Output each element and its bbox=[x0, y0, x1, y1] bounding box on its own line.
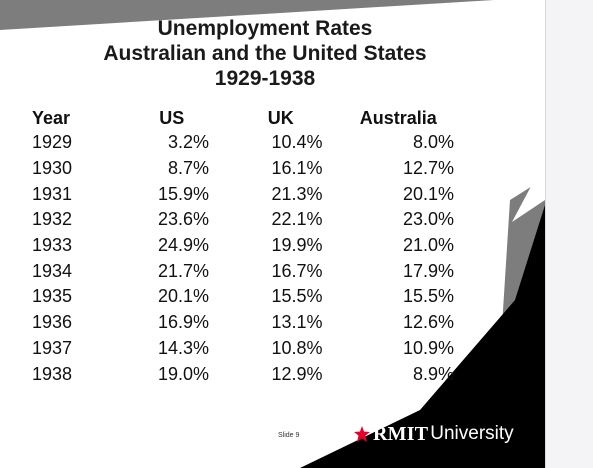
table-row: 1930 8.7% 16.1% 12.7% bbox=[24, 156, 454, 182]
table-row: 1929 3.2% 10.4% 8.0% bbox=[24, 130, 454, 156]
cell-uk: 16.7% bbox=[271, 260, 323, 281]
slide-background bbox=[0, 0, 545, 468]
cell-year: 1934 bbox=[32, 260, 73, 281]
cell-us: 23.6% bbox=[157, 209, 209, 230]
title-line-3: 1929-1938 bbox=[214, 67, 316, 90]
cell-australia: 8.9% bbox=[412, 363, 454, 384]
header-us: US bbox=[159, 107, 185, 128]
cell-us: 20.1% bbox=[157, 286, 209, 307]
cell-year: 1929 bbox=[32, 132, 73, 153]
rmit-logo: RMIT University bbox=[354, 420, 514, 448]
cell-uk: 15.5% bbox=[271, 286, 323, 307]
cell-us: 21.7% bbox=[157, 260, 209, 281]
cell-uk: 16.1% bbox=[271, 158, 323, 179]
cell-us: 8.7% bbox=[167, 158, 209, 179]
cell-uk: 10.4% bbox=[271, 132, 323, 153]
cell-us: 16.9% bbox=[157, 312, 209, 333]
accent-white-strip bbox=[512, 160, 545, 222]
table-row: 1933 24.9% 19.9% 21.0% bbox=[24, 233, 454, 259]
cell-australia: 23.0% bbox=[402, 209, 454, 230]
cell-us: 19.0% bbox=[157, 363, 209, 384]
content-panel bbox=[0, 0, 545, 468]
unemployment-table: Year US UK Australia 1929 3.2% 10.4% 8.0… bbox=[24, 106, 454, 387]
cell-uk: 22.1% bbox=[271, 209, 323, 230]
table-row: 1932 23.6% 22.1% 23.0% bbox=[24, 207, 454, 233]
cell-australia: 12.6% bbox=[402, 312, 454, 333]
cell-us: 14.3% bbox=[157, 337, 209, 358]
slide-title: Unemployment Rates Australian and the Un… bbox=[40, 16, 490, 91]
cell-year: 1938 bbox=[32, 363, 73, 384]
slide: Unemployment Rates Australian and the Un… bbox=[0, 0, 545, 468]
table-header-row: Year US UK Australia bbox=[24, 106, 454, 130]
cell-us: 3.2% bbox=[167, 132, 209, 153]
table-row: 1938 19.0% 12.9% 8.9% bbox=[24, 361, 454, 387]
cell-australia: 8.0% bbox=[412, 132, 454, 153]
table-row: 1937 14.3% 10.8% 10.9% bbox=[24, 336, 454, 362]
header-year: Year bbox=[32, 107, 71, 128]
cell-uk: 10.8% bbox=[271, 337, 323, 358]
viewer-right-gutter bbox=[545, 0, 593, 468]
cell-uk: 13.1% bbox=[271, 312, 323, 333]
cell-year: 1937 bbox=[32, 337, 73, 358]
cell-australia: 12.7% bbox=[402, 158, 454, 179]
cell-year: 1931 bbox=[32, 183, 73, 204]
accent-dark-shape bbox=[300, 205, 545, 468]
table-row: 1931 15.9% 21.3% 20.1% bbox=[24, 181, 454, 207]
cell-year: 1936 bbox=[32, 312, 73, 333]
cell-australia: 20.1% bbox=[402, 183, 454, 204]
cell-australia: 15.5% bbox=[402, 286, 454, 307]
table-row: 1935 20.1% 15.5% 15.5% bbox=[24, 284, 454, 310]
cell-australia: 21.0% bbox=[402, 235, 454, 256]
table-row: 1934 21.7% 16.7% 17.9% bbox=[24, 258, 454, 284]
cell-year: 1930 bbox=[32, 158, 73, 179]
cell-uk: 12.9% bbox=[271, 363, 323, 384]
title-line-1: Unemployment Rates bbox=[157, 17, 373, 40]
cell-year: 1935 bbox=[32, 286, 73, 307]
header-uk: UK bbox=[267, 107, 294, 128]
title-line-2: Australian and the United States bbox=[103, 42, 427, 65]
cell-us: 24.9% bbox=[157, 235, 209, 256]
table-row: 1936 16.9% 13.1% 12.6% bbox=[24, 310, 454, 336]
star-icon bbox=[354, 426, 370, 442]
logo-university-text: University bbox=[430, 423, 514, 444]
logo-rmit-text: RMIT bbox=[373, 422, 429, 445]
cell-year: 1932 bbox=[32, 209, 73, 230]
cell-australia: 17.9% bbox=[402, 260, 454, 281]
cell-uk: 21.3% bbox=[271, 183, 323, 204]
slide-number: Slide 9 bbox=[278, 432, 300, 439]
header-australia: Australia bbox=[359, 107, 437, 128]
cell-australia: 10.9% bbox=[402, 337, 454, 358]
cell-uk: 19.9% bbox=[271, 235, 323, 256]
cell-year: 1933 bbox=[32, 235, 73, 256]
cell-us: 15.9% bbox=[157, 183, 209, 204]
